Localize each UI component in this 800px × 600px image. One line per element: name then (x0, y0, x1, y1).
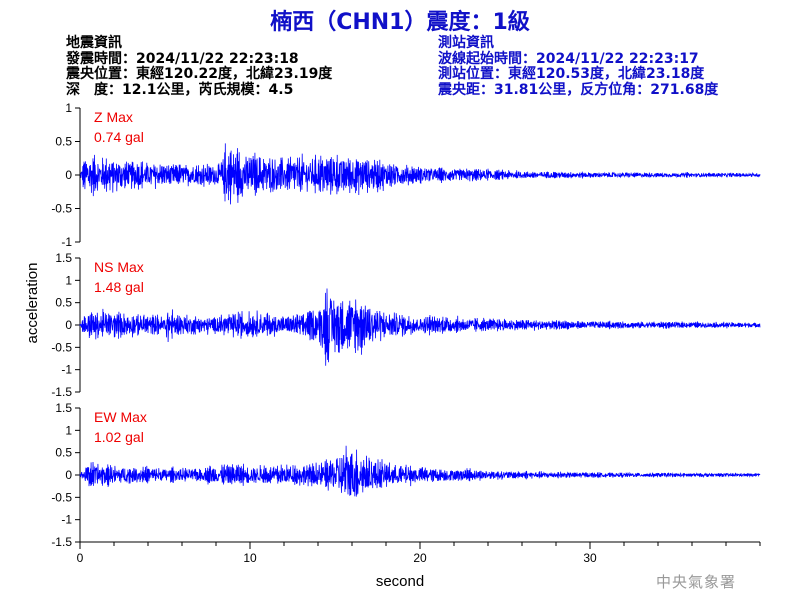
y-tick-label: -1 (61, 363, 72, 377)
waveform-ns (79, 288, 761, 366)
max-value-ew: 1.02 gal (94, 429, 144, 445)
y-tick-label: 0 (65, 168, 72, 182)
y-tick-label: 0.5 (55, 446, 72, 460)
y-tick-label: -0.5 (51, 490, 72, 504)
y-tick-label: 1.5 (55, 401, 72, 415)
max-label-ew: EW Max (94, 409, 147, 425)
origin-time: 發震時間：2024/11/22 22:23:18 (66, 50, 299, 67)
y-tick-label: -0.5 (51, 340, 72, 354)
x-tick-label: 0 (77, 551, 84, 565)
y-tick-label: -0.5 (51, 202, 72, 216)
y-tick-label: -1 (61, 513, 72, 527)
y-tick-label: 1.5 (55, 251, 72, 265)
y-tick-label: 0.5 (55, 135, 72, 149)
epicentral-distance: 震央距：31.81公里，反方位角：271.68度 (438, 81, 719, 98)
y-tick-label: 0 (65, 318, 72, 332)
y-tick-label: 0 (65, 468, 72, 482)
y-tick-label: 1 (65, 423, 72, 437)
station-info: 測站資訊 波線起始時間：2024/11/22 22:23:17 測站位置：東經1… (438, 35, 719, 98)
max-label-z: Z Max (94, 109, 133, 125)
panel-ew: -1.5 -1 -0.5 0 0.5 1 1.5 EW Max 1.02 gal (51, 401, 761, 549)
y-tick-label: -1.5 (51, 385, 72, 399)
depth-magnitude: 深 度：12.1公里，芮氏規模：4.5 (66, 81, 294, 98)
earthquake-info-heading: 地震資訊 (66, 35, 122, 51)
y-axis-label: acceleration (24, 263, 41, 344)
y-tick-label: 0.5 (55, 296, 72, 310)
y-tick-label: 1 (65, 101, 72, 115)
y-tick-label: -1 (61, 235, 72, 249)
earthquake-info: 地震資訊 發震時間：2024/11/22 22:23:18 震央位置：東經120… (66, 35, 333, 98)
x-tick-label: 20 (413, 551, 427, 565)
max-label-ns: NS Max (94, 259, 144, 275)
x-tick-label: 30 (583, 551, 597, 565)
panel-z: -1 -0.5 0 0.5 1 Z Max 0.74 gal (51, 101, 761, 249)
max-value-ns: 1.48 gal (94, 279, 144, 295)
y-tick-label: -1.5 (51, 535, 72, 549)
station-location: 測站位置：東經120.53度，北緯23.18度 (438, 66, 705, 82)
y-tick-label: 1 (65, 273, 72, 287)
agency-watermark: 中央氣象署 (656, 573, 737, 591)
waveform-ew (79, 445, 761, 497)
station-info-heading: 測站資訊 (438, 35, 494, 51)
epicenter: 震央位置：東經120.22度，北緯23.19度 (66, 66, 333, 82)
x-tick-label: 10 (243, 551, 257, 565)
panel-ns: -1.5 -1 -0.5 0 0.5 1 1.5 NS Max 1.48 gal (51, 251, 761, 399)
max-value-z: 0.74 gal (94, 129, 144, 145)
waveform-z (79, 143, 761, 205)
chart-title: 楠西（CHN1）震度：1級 (270, 10, 530, 35)
wave-start-time: 波線起始時間：2024/11/22 22:23:17 (438, 50, 699, 67)
x-axis-label: second (376, 573, 424, 590)
